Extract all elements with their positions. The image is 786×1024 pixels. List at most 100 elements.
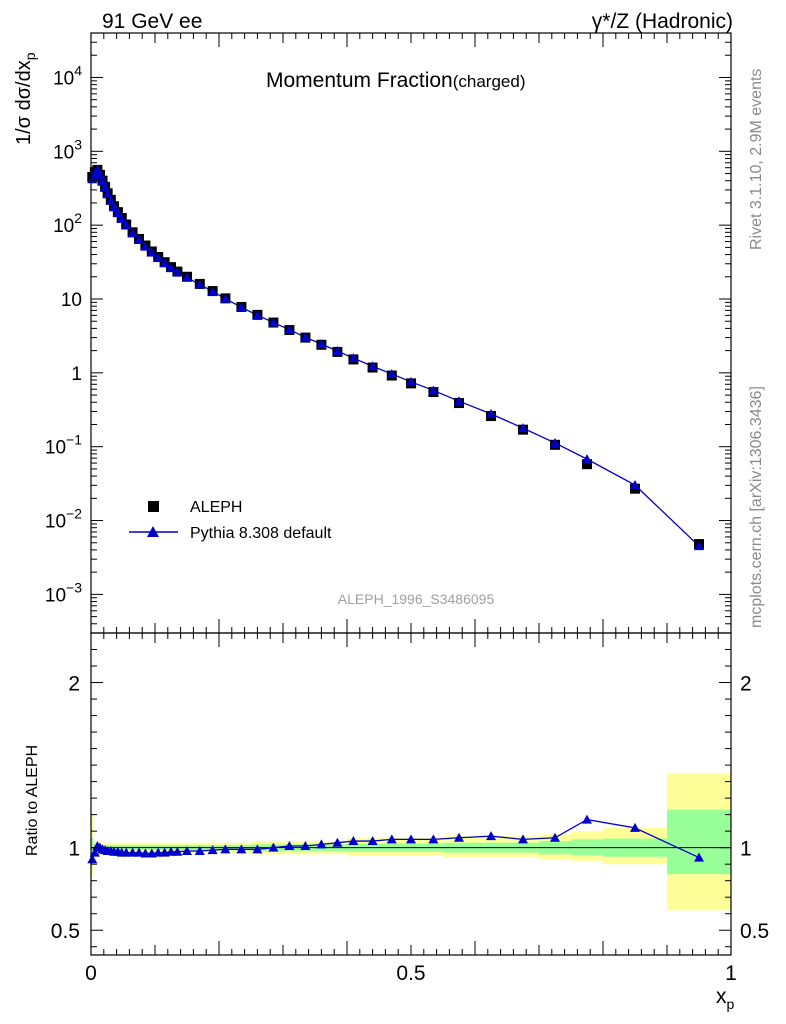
y-tick-label-6: 103 (53, 136, 82, 163)
y-tick-label-1: 10−2 (45, 506, 82, 533)
ratio-point (220, 844, 231, 854)
legend: ALEPH Pythia 8.308 default (129, 499, 332, 542)
ratio-band-green-8 (667, 809, 731, 875)
ratio-point (316, 839, 327, 849)
mcplots-label: mcplots.cern.ch [arXiv:1306.3436] (748, 386, 765, 628)
mc-point (406, 376, 416, 386)
ratio-point (134, 847, 144, 857)
x-axis-label-main: x (716, 985, 727, 1008)
ratio-point (630, 822, 640, 832)
ratio-point (332, 837, 343, 847)
mc-point (220, 293, 231, 303)
y-axis-label-main: 1/σ dσ/dx (13, 60, 35, 145)
mc-point (300, 332, 311, 342)
header-right-label: γ*/Z (Hadronic) (592, 10, 733, 33)
ratio-markers (87, 814, 704, 864)
ratio-point (367, 836, 378, 846)
analysis-label: ALEPH_1996_S3486095 (338, 591, 495, 607)
ratio-point (454, 832, 464, 842)
mc-point (105, 195, 116, 205)
ratio-point (300, 841, 311, 851)
y-axis-label-sub: p (22, 52, 38, 60)
ratio-point (166, 846, 176, 856)
legend-data-label: ALEPH (190, 499, 242, 516)
ratio-tick-label-left-2: 2 (68, 673, 80, 696)
ratio-point (89, 847, 100, 857)
ratio-point (386, 834, 397, 844)
ratio-point (348, 836, 359, 846)
ratio-point (207, 845, 218, 855)
ratio-point (140, 848, 151, 858)
ratio-point (582, 814, 592, 824)
ratio-point (252, 844, 263, 854)
data-point (582, 459, 592, 470)
ratio-point (284, 841, 295, 851)
mc-point (182, 272, 192, 282)
mc-point (454, 396, 464, 406)
mc-point (550, 437, 560, 447)
mc-point (140, 241, 151, 251)
ratio-point (486, 831, 496, 841)
mc-point (102, 188, 113, 198)
mc-point (386, 368, 397, 378)
mc-point (630, 480, 640, 490)
mc-point (316, 339, 327, 349)
header-left-label: 91 GeV ee (102, 10, 202, 33)
mc-point (518, 423, 528, 433)
y-tick-label-7: 104 (53, 62, 82, 89)
ratio-band-green-0 (91, 837, 94, 865)
mc-point (252, 310, 263, 320)
ratio-point (182, 845, 192, 855)
mc-point (194, 279, 205, 289)
legend-data-marker (148, 501, 159, 512)
y-tick-label-2: 10−1 (45, 432, 82, 459)
mc-point (166, 262, 176, 272)
ratio-y-axis-label: Ratio to ALEPH (24, 745, 41, 856)
ratio-point (406, 834, 416, 844)
ratio-point (694, 852, 704, 862)
rivet-label: Rivet 3.1.10, 2.9M events (748, 69, 765, 250)
chart-title-sub: (charged) (453, 72, 526, 91)
chart-title: Momentum Fraction(charged) (266, 69, 526, 92)
x-tick-label-2: 1 (725, 962, 737, 985)
mc-point (116, 213, 127, 223)
mc-point (172, 267, 183, 277)
mc-point (112, 207, 123, 217)
mc-point (582, 454, 592, 464)
ratio-point (518, 834, 528, 844)
ratio-point (121, 847, 132, 857)
mc-point (428, 385, 439, 395)
mc-point (486, 408, 496, 418)
mc-point (332, 345, 343, 355)
ratio-tick-label-right-2: 2 (740, 673, 752, 696)
mc-point (236, 302, 247, 312)
mc-point (146, 247, 157, 257)
mc-point (348, 353, 359, 363)
ratio-point (87, 854, 98, 864)
mc-point (268, 317, 279, 327)
legend-mc-marker (147, 526, 159, 537)
mc-point (159, 258, 170, 268)
ratio-point (268, 842, 279, 852)
y-tick-label-4: 10 (61, 290, 82, 311)
ratio-point (550, 832, 560, 842)
mc-point (284, 324, 295, 334)
ratio-point (194, 845, 205, 855)
mc-point (153, 253, 164, 263)
ratio-tick-label-left-1: 1 (68, 838, 80, 861)
y-tick-label-3: 1 (71, 364, 82, 385)
mc-point (694, 541, 704, 551)
mc-point (367, 361, 378, 371)
x-axis-label-sub: p (727, 996, 735, 1012)
x-tick-label-0: 0 (85, 962, 97, 985)
mc-point (207, 286, 218, 296)
chart-title-main: Momentum Fraction (266, 69, 453, 92)
y-tick-label-5: 102 (53, 210, 82, 237)
ratio-point (236, 844, 247, 854)
x-axis-label: xp (716, 985, 735, 1012)
mc-markers (87, 164, 704, 551)
ratio-point (428, 834, 439, 844)
ratio-tick-label-left-0: 0.5 (51, 920, 80, 943)
